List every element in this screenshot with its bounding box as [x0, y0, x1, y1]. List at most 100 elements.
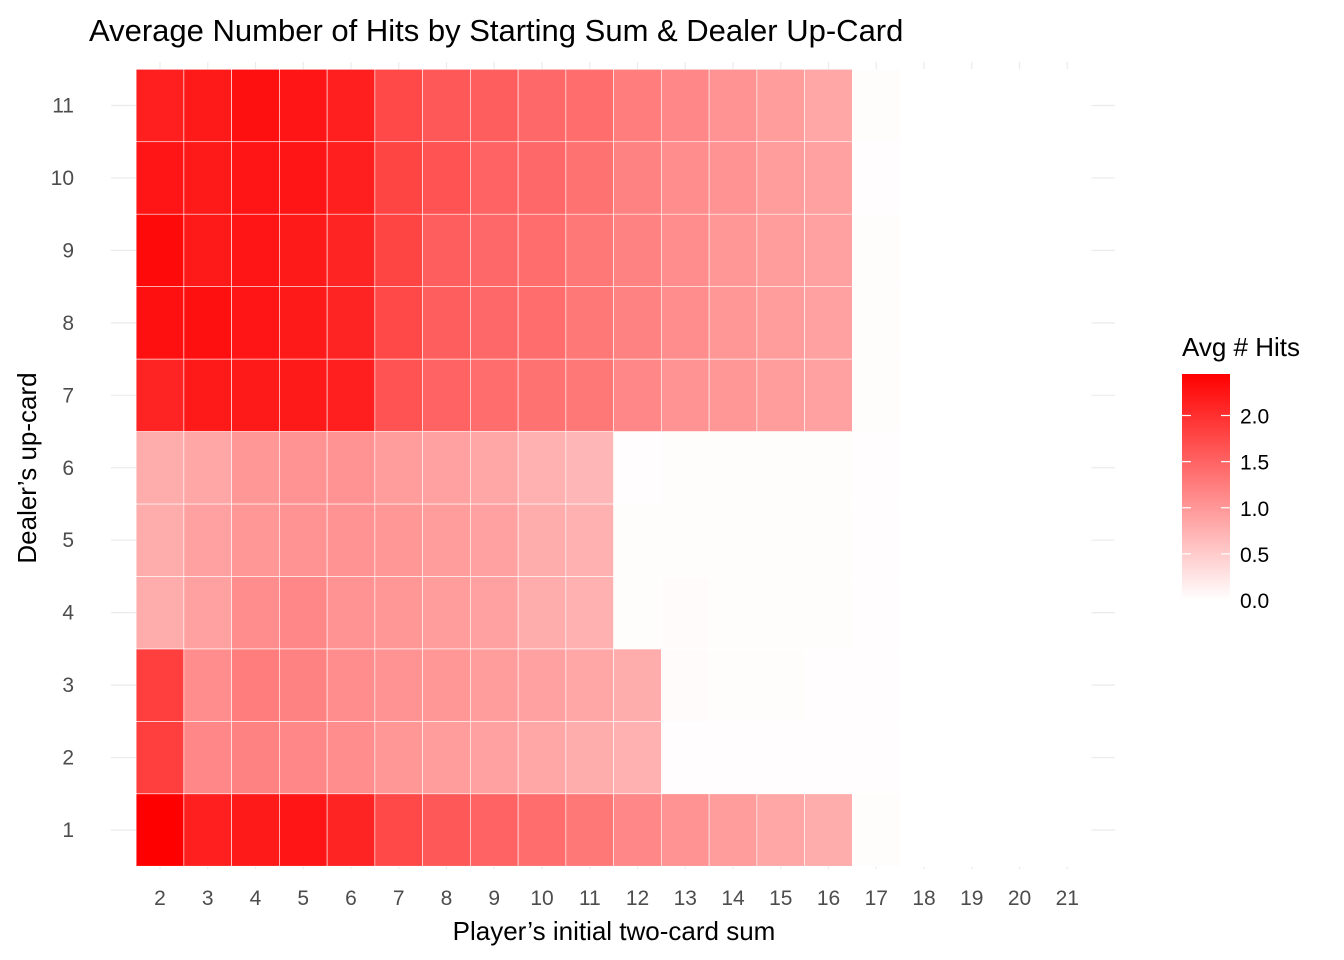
- heatmap-tile: [565, 141, 614, 215]
- heatmap-tile: [279, 793, 328, 867]
- legend-tick-label: 1.0: [1240, 498, 1269, 521]
- heatmap-tile: [231, 213, 280, 287]
- heatmap-tile: [852, 648, 901, 722]
- heatmap-tile: [708, 213, 758, 287]
- heatmap-tile: [326, 721, 376, 795]
- x-tick-label: 3: [202, 887, 214, 910]
- legend-ticks: 0.0 0.5 1.0 1.5 2.0: [1182, 406, 1269, 613]
- heatmap-tile: [756, 358, 805, 432]
- x-tick-label: 21: [1056, 887, 1079, 910]
- heatmap-tile: [1043, 793, 1092, 867]
- heatmap-tile: [995, 68, 1044, 143]
- heatmap-tile: [756, 141, 805, 215]
- heatmap-tile: [852, 213, 901, 287]
- heatmap-tile: [422, 286, 471, 360]
- heatmap-tile: [995, 213, 1044, 287]
- heatmap-tile: [326, 431, 376, 505]
- heatmap-tile: [470, 503, 519, 577]
- heatmap-tile: [422, 141, 471, 215]
- heatmap-tile: [422, 576, 471, 650]
- heatmap-tile: [517, 213, 567, 287]
- heatmap-tile: [135, 141, 185, 215]
- heatmap-tile: [1043, 721, 1092, 795]
- heatmap-tile: [613, 648, 662, 722]
- heatmap-tile: [183, 648, 232, 722]
- heatmap-tile: [804, 68, 853, 143]
- heatmap-tile: [661, 648, 710, 722]
- heatmap-tile: [517, 68, 567, 143]
- y-tick-label: 8: [62, 312, 74, 335]
- heatmap-tile: [183, 503, 232, 577]
- heatmap-tile: [1043, 286, 1092, 360]
- heatmap-tile: [708, 431, 758, 505]
- heatmap-tile: [756, 793, 805, 867]
- heatmap-tile: [374, 721, 423, 795]
- heatmap-tile: [804, 648, 853, 722]
- heatmap-tile: [947, 141, 996, 215]
- x-axis-ticks: 2 3 4 5 6 7 8 9 10 11 12 13 14 15 16 17 18 19 20 21: [154, 887, 1079, 910]
- heatmap-tile: [1043, 213, 1092, 287]
- heatmap-tile: [995, 648, 1044, 722]
- heatmap-tile: [804, 431, 853, 505]
- heatmap-tile: [374, 213, 423, 287]
- heatmap-tile: [279, 721, 328, 795]
- heatmap-tile: [565, 793, 614, 867]
- y-tick-label: 7: [62, 384, 74, 407]
- heatmap-tile: [326, 358, 376, 432]
- y-tick-label: 1: [62, 819, 74, 842]
- heatmap-tile: [1043, 648, 1092, 722]
- x-tick-label: 2: [154, 887, 166, 910]
- legend: Avg # Hits 0.0 0.5 1.0 1.5 2.0: [1182, 332, 1300, 613]
- y-tick-label: 2: [62, 747, 74, 770]
- heatmap-tile: [995, 503, 1044, 577]
- y-tick-label: 10: [51, 167, 74, 190]
- y-tick-label: 9: [62, 239, 74, 262]
- heatmap-tile: [135, 286, 185, 360]
- heatmap-tile: [374, 68, 423, 143]
- heatmap-tile: [470, 721, 519, 795]
- heatmap-tile: [135, 503, 185, 577]
- heatmap-tile: [326, 286, 376, 360]
- heatmap-tile: [804, 213, 853, 287]
- heatmap-tile: [661, 358, 710, 432]
- heatmap-tile: [708, 503, 758, 577]
- heatmap-tile: [565, 503, 614, 577]
- heatmap-tile: [231, 431, 280, 505]
- heatmap-tile: [517, 358, 567, 432]
- heatmap-tile: [565, 721, 614, 795]
- heatmap-tile: [422, 503, 471, 577]
- heatmap-tile: [947, 503, 996, 577]
- heatmap-tile: [947, 721, 996, 795]
- heatmap-tile: [947, 358, 996, 432]
- heatmap-tile: [613, 721, 662, 795]
- heatmap-tile: [422, 793, 471, 867]
- heatmap-tile: [995, 721, 1044, 795]
- heatmap-tile: [279, 503, 328, 577]
- heatmap-tile: [804, 503, 853, 577]
- heatmap-tile: [661, 68, 710, 143]
- x-tick-label: 14: [721, 887, 745, 910]
- heatmap-tile: [995, 141, 1044, 215]
- heatmap-tile: [661, 141, 710, 215]
- heatmap-tile: [374, 286, 423, 360]
- heatmap-tile: [899, 358, 949, 432]
- heatmap-tile: [279, 68, 328, 143]
- heatmap-tile: [135, 213, 185, 287]
- heatmap-tile: [422, 68, 471, 143]
- heatmap-tile: [899, 68, 949, 143]
- heatmap-tile: [852, 141, 901, 215]
- heatmap-tile: [231, 576, 280, 650]
- heatmap-tile: [565, 68, 614, 143]
- heatmap-tile: [183, 358, 232, 432]
- heatmap-tile: [899, 793, 949, 867]
- heatmap-tile: [231, 503, 280, 577]
- heatmap-tile: [135, 721, 185, 795]
- heatmap-tile: [947, 286, 996, 360]
- heatmap-tile: [374, 648, 423, 722]
- heatmap-tile: [804, 141, 853, 215]
- heatmap-tile: [470, 431, 519, 505]
- x-axis-title: Player’s initial two-card sum: [453, 916, 776, 946]
- heatmap-tile: [183, 141, 232, 215]
- heatmap-tile: [183, 721, 232, 795]
